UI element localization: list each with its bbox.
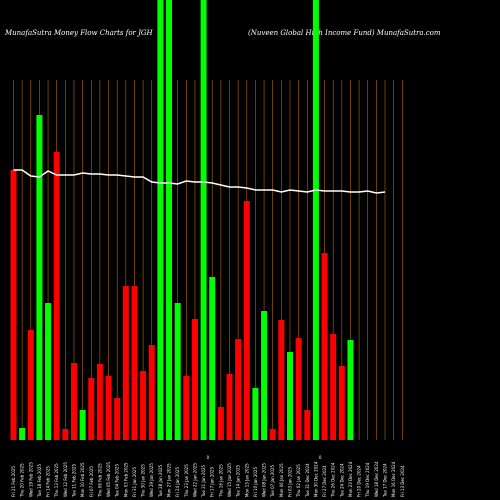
chart-title-left: MunafaSutra Money Flow Charts for JGH	[4, 29, 154, 37]
bar	[338, 366, 345, 440]
x-tick-label: Mon 13 Jan 2025	[244, 463, 249, 497]
x-tick-label: Mon 30 Dec 2024	[313, 461, 318, 497]
x-tick-label: Mon 10 Feb 2025	[80, 462, 85, 497]
x-tick-label: Wed 15 Jan 2025	[227, 463, 232, 497]
bar	[243, 201, 250, 440]
bar	[269, 429, 276, 440]
zero-marker: 0	[207, 455, 210, 460]
bar	[62, 429, 69, 440]
bar	[174, 303, 181, 440]
x-tick-label: Tue 28 Jan 2025	[158, 464, 163, 498]
bar	[27, 330, 34, 440]
x-tick-label: Thu 16 Jan 2025	[218, 464, 223, 498]
bar	[217, 407, 224, 440]
bar	[226, 374, 233, 440]
bar	[88, 378, 95, 440]
x-tick-label: Thu 19 Dec 2024	[365, 462, 370, 498]
x-tick-label: Wed 18 Dec 2024	[374, 461, 379, 497]
x-tick-label: Tue 04 Feb 2025	[115, 464, 120, 498]
x-tick-label: Thu 20 Feb 2025	[20, 463, 25, 498]
bar	[321, 253, 328, 440]
bar	[157, 0, 164, 440]
x-tick-label: Wed 29 Jan 2025	[149, 463, 154, 497]
chart-title-right: (Nuveen Global High Income Fund) MunafaS…	[248, 29, 441, 37]
x-tick-label: Fri 31 Jan 2025	[132, 467, 137, 497]
x-tick-label: Wed 19 Feb 2025	[28, 462, 33, 497]
bar	[183, 376, 190, 440]
x-tick-label: Thu 06 Feb 2025	[97, 463, 102, 498]
x-tick-label: Mon 06 Jan 2025	[279, 463, 284, 497]
bar	[114, 398, 121, 440]
x-tick-label: Fri 17 Jan 2025	[210, 467, 215, 497]
x-tick-label: Thu 02 Jan 2025	[296, 464, 301, 498]
bar	[53, 152, 60, 440]
x-tick-label: Mon 16 Dec 2024	[391, 461, 396, 497]
bar	[278, 320, 285, 440]
x-tick-label: Tue 21 Jan 2025	[201, 464, 206, 498]
x-tick-label: Tue 07 Jan 2025	[270, 464, 275, 498]
bar	[304, 410, 311, 440]
bar	[79, 410, 86, 440]
x-tick-label: Tue 11 Feb 2025	[71, 464, 76, 498]
bar	[96, 364, 103, 440]
bar	[312, 0, 319, 440]
x-tick-label: Tue 17 Dec 2024	[383, 463, 388, 498]
x-tick-label: Thu 26 Dec 2024	[331, 462, 336, 498]
x-tick-label: Mon 23 Dec 2024	[348, 461, 353, 497]
x-tick-label: Fri 24 Jan 2025	[175, 467, 180, 497]
bar	[252, 388, 259, 440]
x-tick-label: Tue 31 Dec 2024	[305, 463, 310, 498]
x-tick-label: Thu 30 Jan 2025	[141, 464, 146, 498]
x-tick-label: Fri 14 Feb 2025	[46, 466, 51, 497]
x-tick-labels: Fri 21 Feb 2025 Thu 20 Feb 2025 Wed 19 Feb…	[11, 461, 405, 498]
x-tick-label: Fri 13 Dec 2024	[400, 465, 405, 497]
x-tick-label: Fri 07 Feb 2025	[89, 466, 94, 497]
bar	[148, 345, 155, 440]
x-tick-label: Wed 12 Feb 2025	[63, 462, 68, 497]
bar	[70, 363, 77, 440]
bar	[295, 338, 302, 440]
bar	[45, 303, 52, 440]
x-tick-label: Tue 14 Jan 2025	[236, 464, 241, 498]
bar	[166, 0, 173, 440]
x-tick-label: Thu 23 Jan 2025	[184, 464, 189, 498]
x-tick-label: Fri 03 Jan 2025	[287, 467, 292, 497]
x-tick-label: Fri 27 Dec 2024	[322, 465, 327, 497]
bar	[19, 428, 26, 440]
x-tick-label: Fri 20 Dec 2024	[357, 465, 362, 497]
bar	[122, 286, 129, 440]
bar	[36, 115, 43, 440]
bar	[347, 340, 354, 440]
bar	[330, 334, 337, 440]
bar-series	[10, 0, 354, 440]
bar	[105, 376, 112, 440]
bar	[235, 339, 242, 440]
x-tick-label: Mon 03 Feb 2025	[123, 462, 128, 497]
bar	[131, 286, 138, 440]
bar	[286, 352, 293, 440]
x-tick-label: Tue 18 Feb 2025	[37, 464, 42, 498]
x-tick-label: Mon 27 Jan 2025	[167, 463, 172, 497]
bar	[261, 311, 268, 440]
bar	[200, 0, 207, 440]
x-tick-label: Wed 08 Jan 2025	[262, 463, 267, 497]
x-tick-label: Wed 05 Feb 2025	[106, 462, 111, 497]
x-tick-label: Wed 22 Jan 2025	[192, 463, 197, 497]
bar	[209, 277, 216, 440]
x-tick-label: Thu 13 Feb 2025	[54, 463, 59, 498]
x-tick-label: Tue 24 Dec 2024	[339, 463, 344, 498]
bar	[10, 170, 17, 440]
bar	[191, 319, 198, 440]
x-tick-label: Fri 10 Jan 2025	[253, 467, 258, 497]
price-line	[13, 169, 386, 194]
x-tick-label: Fri 21 Feb 2025	[11, 466, 16, 497]
bar	[140, 371, 147, 440]
zero-marker: 0	[319, 455, 322, 460]
